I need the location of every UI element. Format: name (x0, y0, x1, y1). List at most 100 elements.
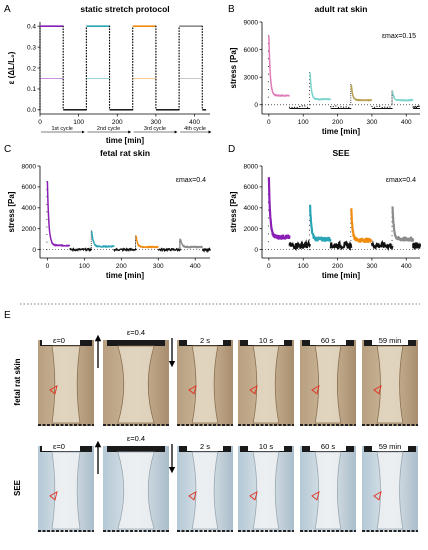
rest-point (417, 105, 419, 107)
rest-point (301, 105, 303, 107)
loading-point (391, 249, 393, 251)
y-tick-label: 0.1 (27, 86, 36, 93)
photo-label: 2 s (200, 336, 210, 345)
rest-segment (69, 247, 93, 253)
relaxation-curve (267, 177, 291, 240)
loading-point (135, 241, 137, 243)
specimen-body (314, 451, 342, 530)
x-tick-label: 100 (298, 263, 309, 270)
loading-point (350, 240, 352, 242)
clamp-top (107, 340, 165, 346)
specimen-body (376, 345, 404, 424)
chart-title: static stretch protocol (80, 4, 169, 14)
loading-point (350, 90, 352, 92)
rest-point (389, 106, 391, 108)
loading-point (391, 99, 393, 101)
marker-triangle-icon (49, 384, 58, 395)
loading-point (350, 249, 352, 251)
rest-segment (202, 247, 211, 254)
x-tick-label: 0 (267, 263, 271, 270)
rest-point (335, 105, 337, 107)
x-tick-label: 200 (332, 263, 343, 270)
specimen-photo: 2 s (177, 442, 233, 532)
loading-point (90, 240, 92, 242)
photo-label: 10 s (259, 336, 273, 345)
y-axis-label: stress [Pa] (229, 191, 238, 232)
loading-point (391, 98, 393, 100)
rest-point (288, 106, 291, 108)
marker-triangle-icon (373, 384, 382, 395)
cycle-label: 4th cycle (184, 126, 206, 132)
loading-point (135, 246, 137, 248)
chart-adult-rat-skin: adult rat skin εmax=0.15 0 100 200 300 400 0 300… (229, 4, 420, 136)
specimen-photo: 10 s (238, 336, 294, 426)
photo-label: 59 min (379, 336, 402, 345)
loading-point (135, 240, 137, 242)
loading-point (179, 246, 181, 248)
y-tick-label: 3000 (244, 75, 259, 82)
loading-point (391, 244, 393, 246)
y-axis-label: stress [Pa] (229, 47, 238, 88)
y-tick-label: 0 (254, 102, 258, 109)
x-axis-label: time [min] (106, 271, 145, 280)
loading-point (179, 243, 181, 245)
x-tick-label: 200 (116, 263, 127, 270)
specimen-photo: 60 s (300, 442, 356, 532)
relaxation-curve (308, 204, 332, 242)
x-tick-label: 100 (298, 119, 309, 126)
loading-point (90, 249, 92, 251)
relaxation-curve (391, 91, 414, 102)
label-box (248, 336, 284, 345)
rest-point (415, 106, 418, 109)
loading-point (267, 217, 269, 219)
loading-point (350, 84, 352, 86)
rest-point (340, 106, 342, 108)
loading-point (179, 241, 181, 243)
rest-segment (370, 240, 394, 252)
cycle-label: 2nd cycle (97, 126, 120, 132)
rest-point (345, 106, 347, 108)
loading-point (309, 244, 311, 246)
rest-point (330, 106, 332, 108)
relaxation-curve (179, 238, 204, 249)
specimen-body (51, 451, 81, 530)
specimen-body (51, 345, 81, 424)
loading-point (179, 245, 181, 247)
relaxation-curve (90, 231, 115, 248)
loading-point (309, 239, 311, 241)
rest-point (306, 106, 309, 108)
marker-triangle-icon (49, 490, 58, 501)
loading-point (350, 95, 352, 97)
loading-point (267, 81, 269, 83)
loading-point (267, 233, 269, 235)
loading-point (309, 93, 311, 95)
x-tick-label: 300 (366, 263, 377, 270)
relaxation-curve (135, 235, 159, 249)
rest-point (304, 105, 306, 107)
x-tick-label: 200 (332, 119, 343, 126)
specimen-photo: 10 s (238, 442, 294, 532)
loading-point (90, 242, 92, 244)
loading-point (90, 238, 92, 240)
relaxation-curve (391, 206, 415, 242)
relaxation-curve (309, 72, 332, 101)
rest-point (384, 106, 386, 108)
x-tick-label: 400 (190, 263, 201, 270)
photo-label: ε=0 (53, 442, 65, 451)
label-box (372, 442, 408, 451)
loading-point (309, 82, 311, 84)
loading-point (267, 209, 269, 211)
loading-point (350, 227, 352, 229)
loading-point (46, 249, 48, 251)
loading-point (267, 88, 269, 90)
y-tick-label: 6000 (22, 184, 37, 191)
rest-segment (329, 240, 353, 251)
y-tick-label: 0.2 (27, 65, 36, 72)
loading-point (179, 247, 181, 249)
loading-point (391, 239, 393, 241)
chart-title: fetal rat skin (100, 148, 150, 158)
specimen-photo: 60 s (300, 336, 356, 426)
loading-point (90, 244, 92, 246)
